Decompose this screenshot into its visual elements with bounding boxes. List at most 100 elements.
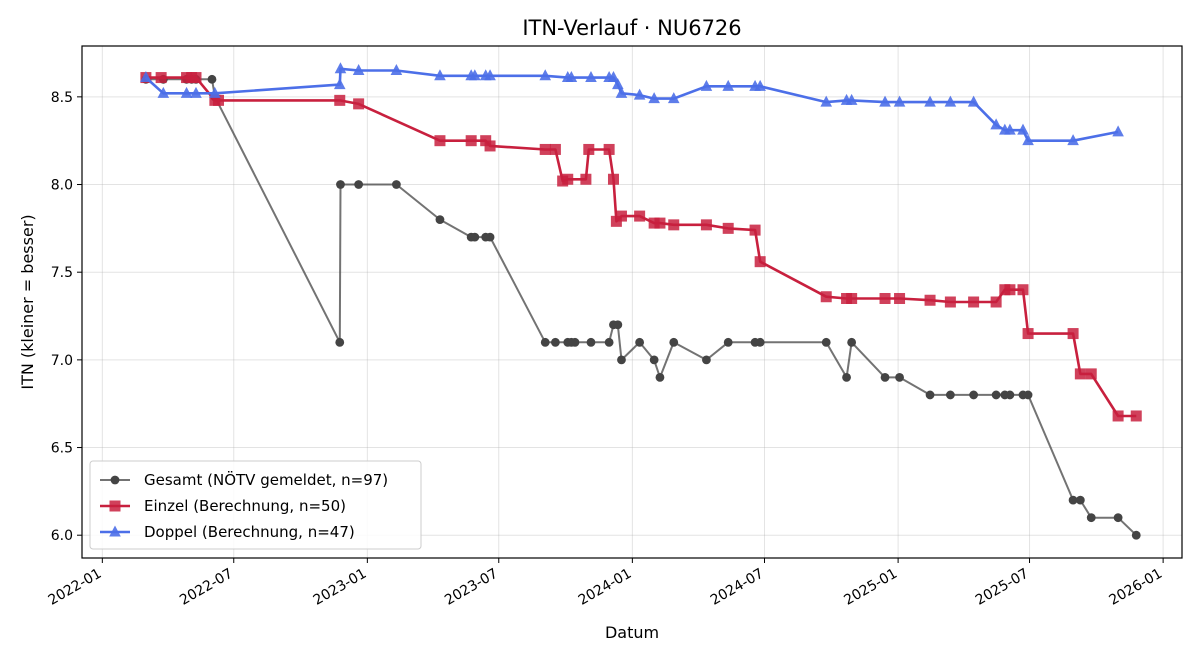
x-tick-label: 2024-01 [576, 566, 635, 609]
data-point-square [1022, 328, 1034, 340]
data-point-circle [723, 337, 733, 347]
data-point-circle [1113, 513, 1123, 523]
data-point-square [434, 135, 446, 147]
data-point-circle [702, 355, 711, 365]
data-point-square [615, 210, 627, 222]
data-point-square [1017, 284, 1029, 296]
data-point-circle [336, 180, 345, 189]
data-point-triangle [539, 69, 552, 81]
chart-title: ITN-Verlauf · NU6726 [522, 16, 741, 40]
data-point-circle [391, 180, 401, 189]
x-tick-label: 2025-07 [973, 566, 1032, 609]
data-point-circle [335, 337, 345, 347]
legend-label: Einzel (Berechnung, n=50) [144, 497, 346, 515]
data-point-square [820, 291, 832, 303]
data-point-square [749, 224, 761, 236]
data-point-triangle [469, 69, 481, 81]
data-point-circle [1068, 495, 1078, 505]
data-point-square [583, 143, 595, 155]
data-point-triangle [352, 64, 365, 76]
data-point-circle [1086, 513, 1096, 523]
data-point-square [607, 173, 619, 185]
data-point-circle [1023, 390, 1033, 400]
data-point-square [562, 173, 574, 185]
data-point-triangle [140, 71, 152, 83]
data-point-triangle [924, 95, 936, 107]
data-point-circle [895, 372, 904, 382]
data-point-square [990, 296, 1002, 308]
data-point-square [968, 296, 980, 308]
data-point-triangle [180, 86, 193, 98]
data-point-circle [1005, 390, 1015, 400]
data-point-circle [540, 337, 550, 347]
data-point-square [549, 143, 561, 155]
data-point-circle [755, 337, 765, 347]
data-point-triangle [893, 95, 906, 107]
grid [82, 46, 1182, 558]
y-axis-label: ITN (kleiner = besser) [18, 214, 37, 389]
x-tick-label: 2025-01 [841, 566, 900, 609]
x-axis-label: Datum [605, 623, 659, 642]
data-point-triangle [1067, 134, 1079, 146]
data-point-triangle [1112, 125, 1124, 137]
data-point-square [1112, 410, 1124, 422]
data-point-circle [435, 215, 445, 224]
data-point-square [334, 94, 346, 106]
plot-series [140, 62, 1142, 540]
data-point-circle [354, 180, 364, 189]
data-point-triangle [434, 69, 446, 81]
data-point-triangle [484, 69, 496, 81]
data-point-square [654, 217, 666, 229]
data-point-circle [470, 232, 480, 242]
data-point-triangle [700, 79, 713, 91]
data-point-circle [847, 337, 857, 347]
data-point-circle [586, 337, 596, 347]
data-point-square [580, 173, 592, 185]
data-point-circle [617, 355, 626, 365]
data-point-square [213, 94, 225, 106]
legend-item-square: Einzel (Berechnung, n=50) [100, 497, 346, 515]
y-tick-label: 6.5 [51, 441, 73, 457]
y-tick-label: 7.0 [51, 353, 73, 369]
x-axis: 2022-01 2022-07 2023-01 2023-07 2024-01 2024-… [46, 558, 1165, 609]
legend-item-triangle: Doppel (Berechnung, n=47) [100, 523, 355, 541]
data-point-square [539, 143, 551, 155]
x-tick-label: 2022-01 [46, 566, 105, 609]
x-tick-label: 2024-07 [708, 566, 767, 609]
data-point-triangle [612, 78, 624, 90]
legend-marker [109, 525, 121, 537]
data-point-square [484, 140, 496, 152]
data-point-square [190, 72, 202, 84]
data-point-triangle [754, 79, 766, 91]
data-point-square [1067, 328, 1079, 340]
data-point-square [722, 222, 734, 234]
data-point-square [1074, 368, 1086, 380]
data-point-square [754, 256, 766, 268]
data-point-triangle [190, 86, 202, 98]
data-point-square [944, 296, 956, 308]
y-tick-label: 7.5 [51, 265, 73, 281]
data-point-triangle [633, 88, 646, 100]
data-point-triangle [585, 71, 597, 83]
y-tick-label: 8.0 [51, 178, 73, 194]
data-point-triangle [615, 86, 628, 98]
data-point-triangle [1017, 123, 1029, 135]
data-point-triangle [944, 95, 957, 107]
y-tick-label: 6.0 [51, 528, 73, 544]
data-point-triangle [209, 86, 221, 98]
data-point-triangle [565, 71, 578, 83]
x-tick-label: 2023-01 [311, 566, 370, 609]
legend-item-circle: Gesamt (NÖTV gemeldet, n=97) [100, 470, 388, 489]
legend-label: Gesamt (NÖTV gemeldet, n=97) [144, 470, 388, 489]
series-line-triangle [145, 67, 1119, 142]
data-point-square [1085, 368, 1097, 380]
data-point-circle [991, 390, 1001, 400]
legend-label: Doppel (Berechnung, n=47) [144, 523, 355, 541]
data-point-triangle [334, 62, 347, 74]
data-point-triangle [157, 86, 170, 98]
data-point-circle [1075, 495, 1085, 505]
data-point-triangle [820, 95, 833, 107]
data-point-square [846, 292, 858, 304]
data-point-square [648, 217, 660, 229]
